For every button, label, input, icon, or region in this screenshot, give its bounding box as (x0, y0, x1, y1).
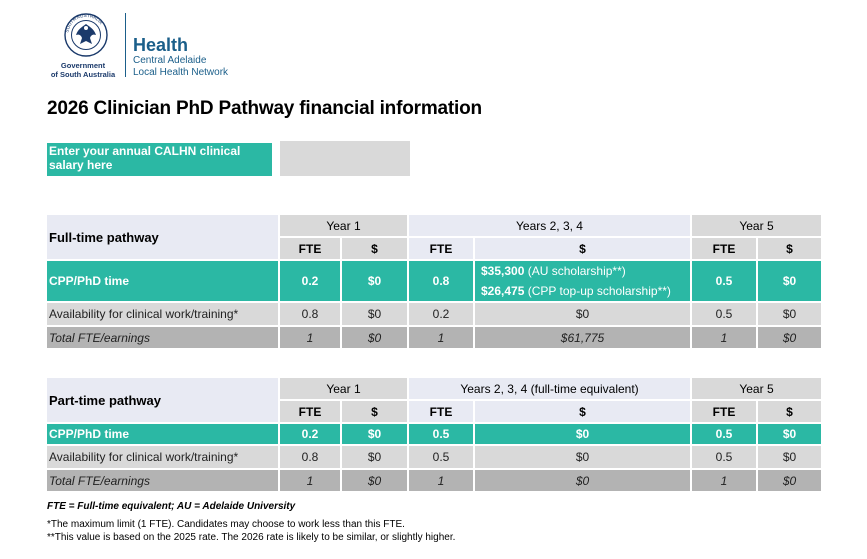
cell-value: $61,775 (475, 327, 690, 348)
parttime-year1-header: Year 1 (280, 378, 407, 399)
cell-value: 0.2 (280, 424, 340, 444)
au-scholarship-note: (AU scholarship**) (524, 264, 626, 278)
fulltime-year1-header: Year 1 (280, 215, 407, 236)
cell-value: $0 (342, 303, 407, 325)
salary-label: Enter your annual CALHN clinical salary … (47, 143, 272, 176)
cell-value: 1 (692, 470, 756, 491)
table-row: CPP/PhD time 0.2 $0 0.8 $35,300 (AU scho… (47, 261, 821, 301)
dollar-header: $ (475, 401, 690, 422)
government-wordmark: Government of South Australia (50, 61, 116, 79)
cell-value: $0 (475, 303, 690, 325)
table-row: CPP/PhD time 0.2 $0 0.5 $0 0.5 $0 (47, 424, 821, 444)
cell-value: $0 (758, 446, 821, 468)
availability-label: Availability for clinical work/training* (47, 303, 278, 325)
fte-header: FTE (692, 238, 756, 259)
page-title: 2026 Clinician PhD Pathway financial inf… (47, 98, 482, 119)
sa-health-logo: SOUTH AUSTRALIA Government of South Aust… (44, 11, 254, 79)
fulltime-pathway-label: Full-time pathway (47, 215, 278, 259)
total-label: Total FTE/earnings (47, 327, 278, 348)
salary-input[interactable] (280, 141, 410, 176)
dollar-header: $ (758, 401, 821, 422)
parttime-year5-header: Year 5 (692, 378, 821, 399)
dollar-header: $ (342, 238, 407, 259)
cell-value: 0.8 (280, 303, 340, 325)
table-row: Total FTE/earnings 1 $0 1 $61,775 1 $0 (47, 327, 821, 348)
table-row: Availability for clinical work/training*… (47, 303, 821, 325)
fte-header: FTE (409, 238, 473, 259)
cell-value: 0.5 (409, 424, 473, 444)
cell-value: 1 (409, 470, 473, 491)
footnote-max-limit: *The maximum limit (1 FTE). Candidates m… (47, 519, 405, 530)
cell-value: $0 (758, 261, 821, 301)
dollar-header: $ (475, 238, 690, 259)
cell-value: $0 (342, 261, 407, 301)
cpp-topup-note: (CPP top-up scholarship**) (524, 284, 671, 298)
parttime-pathway-label: Part-time pathway (47, 378, 278, 422)
cell-value: 0.2 (409, 303, 473, 325)
cell-value: 0.5 (409, 446, 473, 468)
calhn-line-1: Central Adelaide (133, 55, 207, 66)
cell-value: 1 (280, 470, 340, 491)
cell-value: $0 (758, 470, 821, 491)
cell-value: 0.8 (280, 446, 340, 468)
scholarship-cell: $35,300 (AU scholarship**) $26,475 (CPP … (475, 261, 690, 301)
abbreviation-footnote: FTE = Full-time equivalent; AU = Adelaid… (47, 501, 296, 512)
cell-value: $0 (758, 327, 821, 348)
cell-value: $0 (342, 446, 407, 468)
cell-value: $0 (342, 424, 407, 444)
cell-value: $0 (342, 470, 407, 491)
cell-value: 0.5 (692, 446, 756, 468)
fulltime-years234-header: Years 2, 3, 4 (409, 215, 690, 236)
fulltime-year5-header: Year 5 (692, 215, 821, 236)
availability-label: Availability for clinical work/training* (47, 446, 278, 468)
cell-value: $0 (475, 470, 690, 491)
parttime-table: Part-time pathway Year 1 Years 2, 3, 4 (… (45, 376, 823, 493)
fte-header: FTE (409, 401, 473, 422)
fte-header: FTE (280, 401, 340, 422)
state-crest-icon: SOUTH AUSTRALIA (64, 13, 108, 57)
parttime-years234-header: Years 2, 3, 4 (full-time equivalent) (409, 378, 690, 399)
cell-value: $0 (475, 424, 690, 444)
cell-value: 0.8 (409, 261, 473, 301)
cell-value: 0.2 (280, 261, 340, 301)
cpp-phd-time-label: CPP/PhD time (47, 261, 278, 301)
cell-value: $0 (758, 424, 821, 444)
table-row: Availability for clinical work/training*… (47, 446, 821, 468)
health-wordmark: Health (133, 35, 189, 55)
logo-divider (125, 13, 126, 77)
cell-value: $0 (342, 327, 407, 348)
dollar-header: $ (342, 401, 407, 422)
cell-value: 0.5 (692, 261, 756, 301)
cpp-phd-time-label: CPP/PhD time (47, 424, 278, 444)
table-row: Total FTE/earnings 1 $0 1 $0 1 $0 (47, 470, 821, 491)
fulltime-table: Full-time pathway Year 1 Years 2, 3, 4 Y… (45, 213, 823, 350)
fte-header: FTE (692, 401, 756, 422)
cell-value: $0 (758, 303, 821, 325)
au-scholarship-amount: $35,300 (481, 264, 525, 278)
footnote-rate: **This value is based on the 2025 rate. … (47, 532, 456, 543)
cell-value: 1 (280, 327, 340, 348)
cell-value: 0.5 (692, 303, 756, 325)
fte-header: FTE (280, 238, 340, 259)
calhn-line-2: Local Health Network (133, 67, 229, 78)
dollar-header: $ (758, 238, 821, 259)
cpp-topup-amount: $26,475 (481, 284, 525, 298)
cell-value: 0.5 (692, 424, 756, 444)
cell-value: $0 (475, 446, 690, 468)
cell-value: 1 (409, 327, 473, 348)
cell-value: 1 (692, 327, 756, 348)
total-label: Total FTE/earnings (47, 470, 278, 491)
